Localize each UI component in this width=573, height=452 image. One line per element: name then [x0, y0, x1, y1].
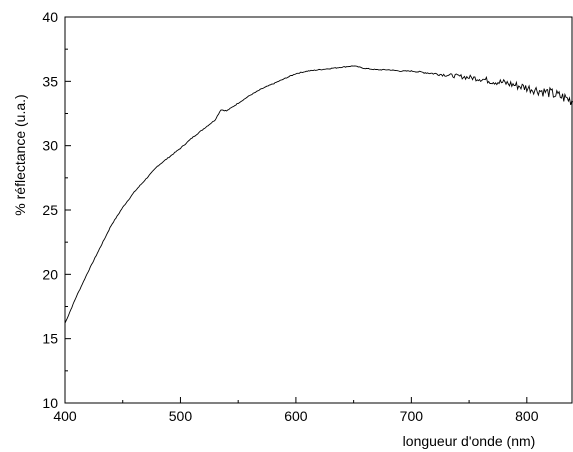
x-tick-label: 400: [53, 408, 77, 424]
x-tick-label: 500: [169, 408, 193, 424]
y-tick-label: 40: [42, 9, 58, 25]
x-tick-label: 700: [400, 408, 424, 424]
x-axis-title: longueur d'onde (nm): [403, 433, 536, 449]
data-line: [64, 65, 573, 324]
y-axis-title: % réflectance (u.a.): [12, 94, 28, 215]
x-tick-label: 600: [284, 408, 308, 424]
y-tick-label: 20: [42, 266, 58, 282]
y-tick-label: 10: [42, 395, 58, 411]
y-tick-label: 25: [42, 202, 58, 218]
plot-area: 400 500 600 700 800 10 15 20 25 30 35 40: [42, 9, 573, 424]
y-tick-label: 15: [42, 331, 58, 347]
x-tick-label: 800: [515, 408, 539, 424]
y-tick-label: 35: [42, 73, 58, 89]
y-tick-label: 30: [42, 138, 58, 154]
plot-frame: [64, 16, 573, 404]
